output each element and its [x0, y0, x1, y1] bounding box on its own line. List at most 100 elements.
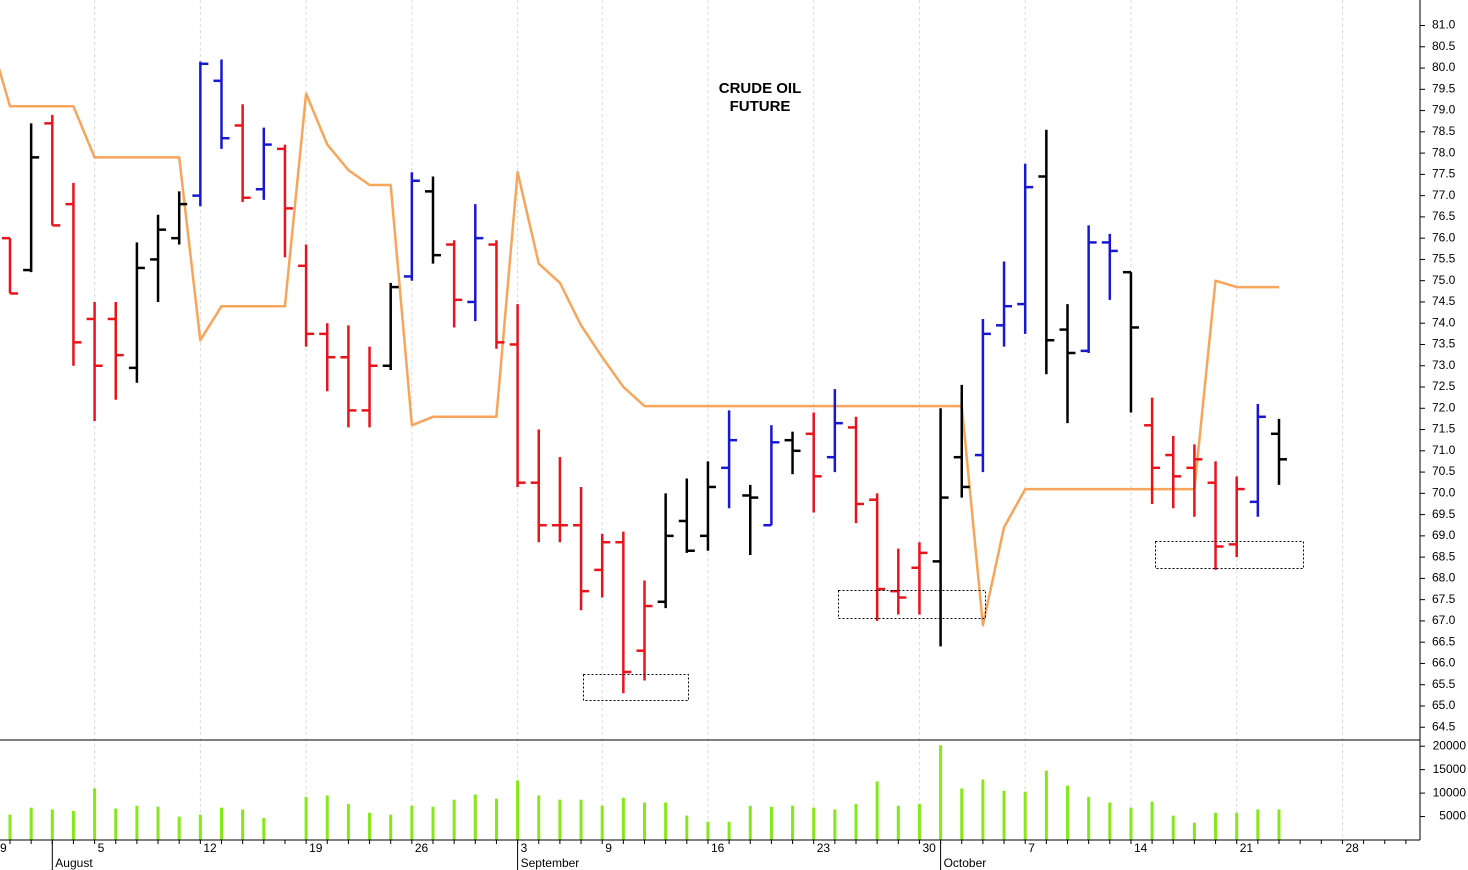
- x-tick-label: 21: [1240, 841, 1254, 855]
- volume-bar: [875, 781, 879, 840]
- y-tick-label: 71.5: [1432, 422, 1456, 436]
- volume-bar: [833, 809, 837, 840]
- y-tick-label: 67.5: [1432, 592, 1456, 606]
- x-tick-label: 14: [1134, 841, 1148, 855]
- volume-bar: [600, 805, 604, 840]
- volume-bar: [960, 788, 964, 840]
- volume-bar: [854, 803, 858, 840]
- y-tick-label: 74.0: [1432, 315, 1456, 329]
- volume-bar: [452, 799, 456, 840]
- x-tick-label: 12: [203, 841, 217, 855]
- volume-bar: [896, 805, 900, 840]
- x-tick-label: 16: [711, 841, 725, 855]
- volume-bar: [516, 780, 520, 840]
- volume-bar: [664, 802, 668, 840]
- volume-bar: [325, 795, 329, 840]
- y-tick-label: 65.0: [1432, 698, 1456, 712]
- volume-bar: [29, 807, 33, 840]
- annotation-box: [583, 674, 689, 701]
- y-tick-label: 67.0: [1432, 613, 1456, 627]
- y-tick-label: 69.5: [1432, 507, 1456, 521]
- volume-bar: [1108, 802, 1112, 840]
- volume-bar: [579, 799, 583, 840]
- y-tick-label: 77.5: [1432, 167, 1456, 181]
- y-tick-label: 71.0: [1432, 443, 1456, 457]
- x-tick-label: 7: [1028, 841, 1035, 855]
- y-tick-label: 75.5: [1432, 252, 1456, 266]
- volume-bar: [769, 806, 773, 840]
- y-tick-label: 70.0: [1432, 486, 1456, 500]
- y-tick-label: 73.0: [1432, 358, 1456, 372]
- x-tick-label: 30: [922, 841, 936, 855]
- volume-tick-label: 15000: [1433, 762, 1467, 776]
- x-tick-label: 9: [0, 841, 7, 855]
- y-tick-label: 68.0: [1432, 571, 1456, 585]
- y-tick-label: 64.5: [1432, 719, 1456, 733]
- volume-bar: [410, 805, 414, 840]
- y-tick-label: 80.5: [1432, 39, 1456, 53]
- y-tick-label: 69.0: [1432, 528, 1456, 542]
- x-tick-label: 9: [605, 841, 612, 855]
- volume-bar: [727, 821, 731, 840]
- volume-tick-label: 5000: [1439, 809, 1466, 823]
- volume-bar: [198, 814, 202, 840]
- volume-tick-label: 20000: [1433, 738, 1467, 752]
- volume-bar: [262, 817, 266, 840]
- volume-bar: [917, 803, 921, 840]
- volume-bar: [71, 810, 75, 840]
- volume-bar: [1150, 801, 1154, 840]
- volume-bar: [135, 805, 139, 840]
- y-tick-label: 78.0: [1432, 145, 1456, 159]
- x-tick-label: 23: [817, 841, 831, 855]
- x-tick-label: 19: [309, 841, 323, 855]
- volume-tick-label: 10000: [1433, 785, 1467, 799]
- month-label: August: [55, 856, 93, 870]
- volume-bar: [368, 812, 372, 840]
- volume-bar: [220, 807, 223, 840]
- volume-bar: [241, 809, 245, 840]
- volume-bar: [1066, 785, 1069, 840]
- volume-bar: [558, 799, 562, 840]
- month-label: October: [944, 856, 987, 870]
- volume-bar: [156, 806, 160, 840]
- annotation-box: [838, 590, 986, 619]
- volume-bar: [1171, 815, 1175, 840]
- volume-bar: [304, 796, 308, 840]
- volume-bar: [346, 803, 350, 840]
- volume-bar: [8, 814, 12, 840]
- x-tick-label: 5: [98, 841, 105, 855]
- month-label: September: [521, 856, 580, 870]
- y-tick-label: 77.0: [1432, 188, 1456, 202]
- volume-bar: [1129, 807, 1133, 840]
- volume-bar: [643, 802, 646, 840]
- y-tick-label: 72.0: [1432, 400, 1456, 414]
- volume-bar: [939, 745, 943, 840]
- volume-bar: [1277, 809, 1281, 840]
- x-tick-label: 26: [415, 841, 429, 855]
- y-tick-label: 78.5: [1432, 124, 1456, 138]
- volume-bar: [981, 779, 985, 840]
- volume-bar: [1214, 812, 1218, 840]
- annotation-box: [1155, 541, 1304, 569]
- y-tick-label: 66.0: [1432, 656, 1456, 670]
- y-tick-label: 68.5: [1432, 549, 1456, 563]
- volume-bar: [1192, 822, 1196, 840]
- volume-bar: [494, 798, 498, 840]
- volume-bar: [748, 805, 752, 840]
- y-tick-label: 70.5: [1432, 464, 1456, 478]
- volume-bar: [93, 788, 97, 840]
- volume-bar: [473, 794, 477, 840]
- volume-bar: [177, 816, 181, 840]
- y-tick-label: 74.5: [1432, 294, 1456, 308]
- overlay-line: [0, 67, 1279, 627]
- x-tick-label: 28: [1345, 841, 1359, 855]
- volume-bar: [791, 805, 795, 840]
- x-tick-label: 3: [521, 841, 528, 855]
- y-tick-label: 65.5: [1432, 677, 1456, 691]
- price-panel: [0, 59, 1287, 694]
- y-tick-label: 72.5: [1432, 379, 1456, 393]
- y-tick-label: 76.0: [1432, 230, 1456, 244]
- volume-bar: [1235, 812, 1239, 840]
